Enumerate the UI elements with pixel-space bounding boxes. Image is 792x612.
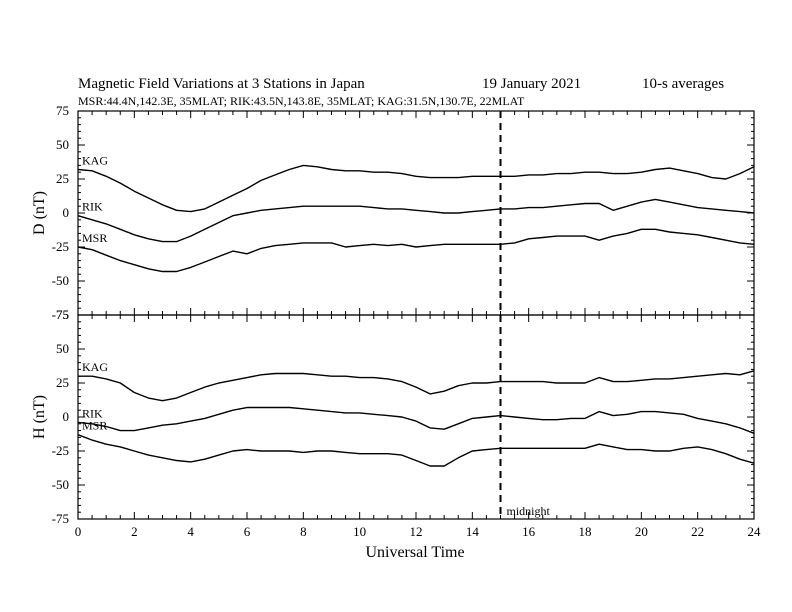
d-component-panel: 75 50 25 0 -25 -50 -75 D (nT) KAG RIK MSR xyxy=(31,103,755,322)
midnight-label: midnight xyxy=(507,504,551,518)
x-tick-label: 24 xyxy=(748,524,762,539)
series-line-kag xyxy=(77,164,755,213)
y-tick-label: 75 xyxy=(56,307,69,322)
x-tick-label: 12 xyxy=(410,524,423,539)
series-line-rik xyxy=(77,406,755,434)
series-line-kag xyxy=(78,370,755,402)
x-tick-label: 2 xyxy=(131,524,138,539)
figure-title: Magnetic Field Variations at 3 Stations … xyxy=(78,76,365,92)
stations-info: MSR:44.4N,142.3E, 35MLAT; RIK:43.5N,143.… xyxy=(78,94,525,108)
series-line-msr xyxy=(77,434,755,467)
y-tick-label: 25 xyxy=(56,171,69,186)
series-label-rik: RIK xyxy=(82,200,103,214)
series-line-msr xyxy=(77,228,755,273)
y-tick-label: 75 xyxy=(56,103,69,118)
x-tick-label: 10 xyxy=(353,524,366,539)
y-tick-label: 50 xyxy=(56,137,69,152)
y-tick-label: -75 xyxy=(52,307,69,322)
x-tick-label: 0 xyxy=(75,524,82,539)
x-tick-label: 14 xyxy=(466,524,480,539)
y-tick-label: 25 xyxy=(56,375,69,390)
figure-date: 19 January 2021 xyxy=(482,76,581,92)
y-axis-label: H (nT) xyxy=(31,395,48,439)
series-label-kag: KAG xyxy=(82,153,108,167)
y-tick-label: -50 xyxy=(52,477,69,492)
y-tick-label: -25 xyxy=(52,239,69,254)
y-tick-label: -75 xyxy=(52,511,69,526)
series-label-rik: RIK xyxy=(82,406,103,420)
series-label-msr: MSR xyxy=(82,231,107,245)
y-tick-label: 0 xyxy=(63,205,70,220)
y-tick-label: 0 xyxy=(63,409,70,424)
x-axis-label: Universal Time xyxy=(365,544,464,561)
x-tick-label: 4 xyxy=(187,524,194,539)
panel-frame xyxy=(77,314,755,520)
x-tick-label: 6 xyxy=(244,524,251,539)
series-line-rik xyxy=(77,198,755,243)
series-label-msr: MSR xyxy=(82,419,107,433)
y-tick-label: -50 xyxy=(52,273,69,288)
y-tick-label: -25 xyxy=(52,443,69,458)
panel-frame xyxy=(77,110,755,316)
y-tick-label: 50 xyxy=(56,341,69,356)
series-label-kag: KAG xyxy=(82,360,108,374)
x-tick-label: 20 xyxy=(635,524,648,539)
x-tick-label: 18 xyxy=(579,524,592,539)
figure-averaging: 10-s averages xyxy=(642,76,724,92)
x-tick-label: 16 xyxy=(522,524,536,539)
x-tick-label: 8 xyxy=(300,524,307,539)
y-axis-label: D (nT) xyxy=(31,191,48,235)
x-tick-label: 22 xyxy=(691,524,704,539)
